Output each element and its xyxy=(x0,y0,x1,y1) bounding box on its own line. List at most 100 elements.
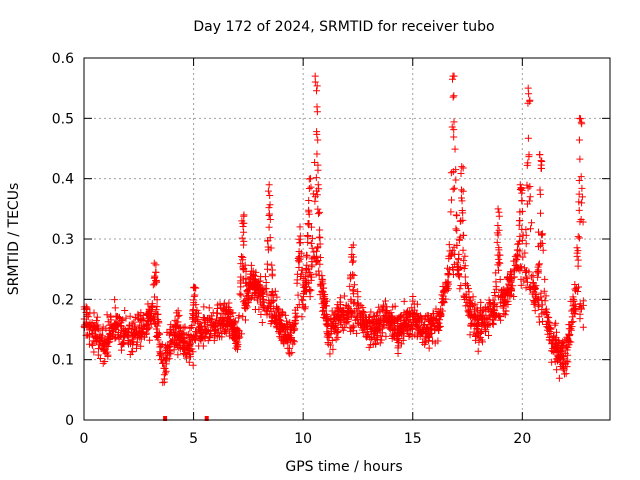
data-point xyxy=(491,292,499,300)
data-point xyxy=(227,313,235,321)
data-point xyxy=(504,291,512,299)
data-point xyxy=(559,364,567,372)
data-point xyxy=(172,340,180,348)
data-point xyxy=(524,99,532,107)
data-point xyxy=(538,230,546,238)
data-point xyxy=(378,336,386,344)
data-point xyxy=(296,232,304,240)
data-point xyxy=(313,191,321,199)
data-point xyxy=(452,225,460,233)
y-tick-label: 0.1 xyxy=(52,353,74,369)
data-point xyxy=(371,336,379,344)
data-point xyxy=(320,306,328,314)
data-point xyxy=(200,303,208,311)
data-point xyxy=(171,321,179,329)
data-point xyxy=(536,190,544,198)
data-point xyxy=(524,134,532,142)
data-point xyxy=(258,318,266,326)
data-point xyxy=(526,96,534,104)
data-point xyxy=(530,300,538,308)
data-point xyxy=(347,295,355,303)
data-point xyxy=(314,210,322,218)
data-point xyxy=(326,350,334,358)
data-point xyxy=(152,325,160,333)
data-point xyxy=(475,335,483,343)
data-point xyxy=(170,346,178,354)
y-tick-label: 0 xyxy=(65,413,74,429)
data-point xyxy=(240,241,248,249)
data-point xyxy=(449,270,457,278)
data-point xyxy=(245,285,253,293)
data-point xyxy=(217,304,225,312)
data-point xyxy=(569,306,577,314)
data-point xyxy=(174,307,182,315)
data-point xyxy=(314,161,322,169)
data-point xyxy=(264,243,272,251)
data-point xyxy=(501,311,509,319)
data-point xyxy=(293,276,301,284)
data-point xyxy=(538,230,546,238)
data-point xyxy=(165,346,173,354)
data-point xyxy=(316,208,324,216)
data-point xyxy=(311,197,319,205)
data-point xyxy=(192,301,200,309)
data-point xyxy=(402,319,410,327)
data-point xyxy=(335,308,343,316)
data-point xyxy=(577,115,585,123)
data-point xyxy=(576,310,584,318)
data-point xyxy=(262,278,270,286)
data-point xyxy=(142,329,150,337)
data-point xyxy=(468,299,476,307)
data-point xyxy=(400,297,408,305)
data-point xyxy=(537,164,545,172)
data-point xyxy=(316,240,324,248)
data-point xyxy=(308,234,316,242)
data-point xyxy=(293,312,301,320)
data-point xyxy=(337,321,345,329)
data-point xyxy=(359,323,367,331)
data-point xyxy=(353,329,361,337)
data-point xyxy=(515,221,523,229)
data-point xyxy=(96,341,104,349)
data-point xyxy=(152,332,160,340)
x-tick-label: 15 xyxy=(404,431,422,447)
data-point xyxy=(239,223,247,231)
data-point xyxy=(93,313,101,321)
data-point xyxy=(407,324,415,332)
data-point xyxy=(450,133,458,141)
data-point xyxy=(152,268,160,276)
data-point xyxy=(208,312,216,320)
data-point xyxy=(453,226,461,234)
data-point xyxy=(576,155,584,163)
data-point xyxy=(305,197,313,205)
data-point xyxy=(176,345,184,353)
data-point xyxy=(195,342,203,350)
data-point xyxy=(111,304,119,312)
data-point xyxy=(205,304,213,312)
data-point xyxy=(523,200,531,208)
data-point xyxy=(536,151,544,159)
data-point xyxy=(527,282,535,290)
data-point xyxy=(397,328,405,336)
data-point xyxy=(578,193,586,201)
data-point xyxy=(379,320,387,328)
data-point xyxy=(225,316,233,324)
data-point xyxy=(290,338,298,346)
data-point xyxy=(473,324,481,332)
x-tick-label: 0 xyxy=(80,431,89,447)
data-point xyxy=(265,181,273,189)
data-point xyxy=(329,345,337,353)
data-point xyxy=(413,310,421,318)
data-point xyxy=(240,212,248,220)
data-point xyxy=(265,223,273,231)
data-point xyxy=(149,303,157,311)
data-point xyxy=(158,356,165,364)
data-point xyxy=(464,307,472,315)
y-axis-title: SRMTID / TECUs xyxy=(6,183,22,296)
data-point xyxy=(307,286,315,294)
data-point xyxy=(143,325,151,333)
data-point xyxy=(526,193,534,201)
data-point xyxy=(310,253,318,261)
data-point xyxy=(295,248,303,256)
data-point xyxy=(345,304,353,312)
